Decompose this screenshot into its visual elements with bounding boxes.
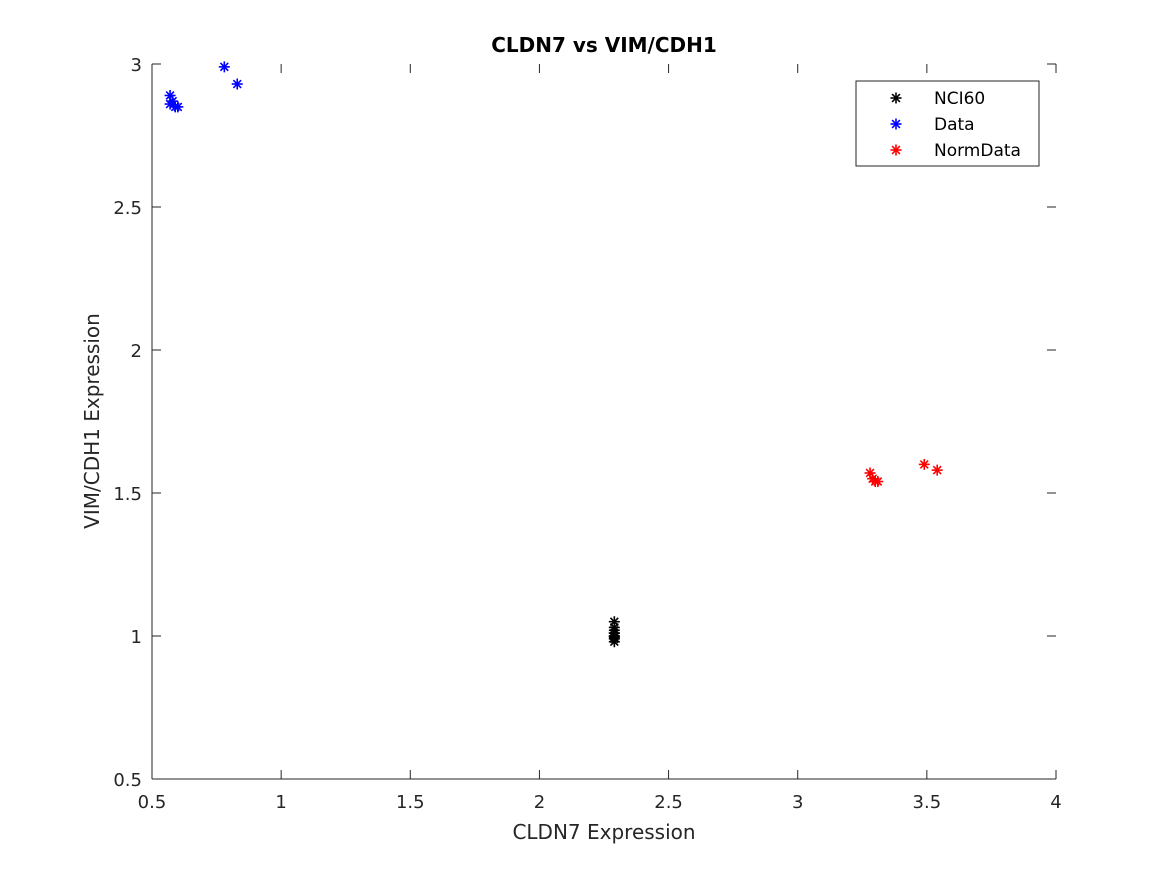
data-point [872,476,884,488]
data-point [918,458,930,470]
chart-title: CLDN7 vs VIM/CDH1 [491,33,717,57]
data-point [931,464,943,476]
data-point [218,61,230,73]
y-tick-label: 1.5 [113,484,142,505]
series-data-points [164,61,243,113]
legend-entry-data: Data [890,115,975,135]
legend-marker-nci60 [890,92,902,104]
data-points [164,61,943,648]
axis-ticks: 0.5 1 1.5 2 2.5 3 3.5 4 0.5 1 1.5 2 2.5 3 [113,55,1061,813]
legend-label-normdata: NormData [934,141,1021,161]
x-tick-label: 2 [534,792,545,813]
y-tick-label: 3 [131,55,142,76]
y-tick-label: 2.5 [113,198,142,219]
x-tick-label: 3.5 [913,792,942,813]
legend-marker-normdata [890,144,902,156]
x-tick-label: 1 [275,792,286,813]
series-normdata-points [864,458,943,488]
data-point [231,78,243,90]
x-axis-label: CLDN7 Expression [512,820,695,844]
series-nci60-points [608,616,620,648]
legend-marker-data [890,118,902,130]
legend: NCI60 Data NormData [855,80,1040,167]
data-point [172,101,184,113]
x-tick-label: 1.5 [396,792,425,813]
data-point [608,627,620,639]
y-tick-label: 1 [131,627,142,648]
legend-label-nci60: NCI60 [934,89,985,109]
x-tick-label: 0.5 [138,792,167,813]
y-tick-label: 2 [131,341,142,362]
legend-label-data: Data [934,115,975,135]
legend-entry-nci60: NCI60 [890,89,985,109]
plot-area [152,64,1056,779]
legend-entry-normdata: NormData [890,141,1021,161]
y-axis-label: VIM/CDH1 Expression [80,313,104,529]
x-tick-label: 3 [792,792,803,813]
x-tick-label: 4 [1050,792,1061,813]
legend-box [855,80,1040,167]
data-point [608,616,620,628]
y-tick-label: 0.5 [113,770,142,791]
x-tick-label: 2.5 [654,792,683,813]
